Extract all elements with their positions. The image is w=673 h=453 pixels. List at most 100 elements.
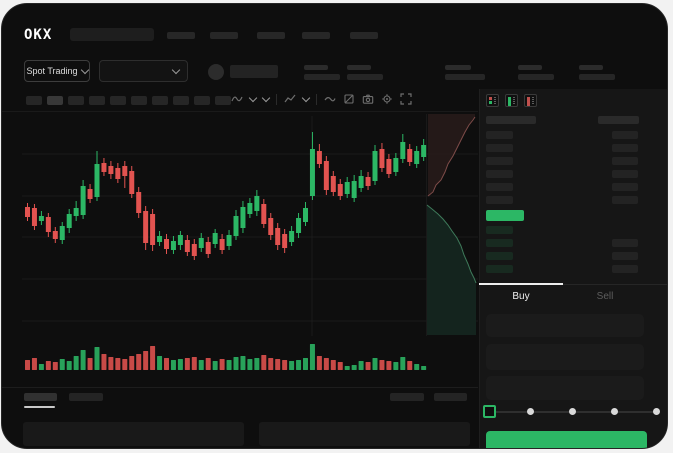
orders-table-row-placeholder[interactable] (259, 422, 470, 446)
ticker-stat-value-placeholder (347, 74, 383, 80)
market-type-selector[interactable]: Spot Trading (24, 60, 90, 82)
ask-price-placeholder[interactable] (486, 157, 513, 165)
pair-selector-dropdown[interactable] (99, 60, 188, 82)
nav-item-placeholder[interactable] (210, 32, 238, 39)
bid-price-placeholder[interactable] (486, 226, 513, 234)
bottom-action-button-placeholder[interactable] (390, 393, 424, 401)
buy-tab-indicator (479, 283, 563, 285)
ask-price-placeholder[interactable] (486, 196, 513, 204)
orderbook-view-bids-icon[interactable] (505, 94, 518, 107)
timeframe-button-placeholder[interactable] (173, 96, 189, 105)
market-type-label: Spot Trading (26, 66, 78, 76)
chevron-down-icon[interactable] (261, 93, 271, 102)
timeframe-button-placeholder[interactable] (89, 96, 105, 105)
line-tool-icon[interactable] (324, 93, 336, 105)
ask-price-placeholder[interactable] (486, 144, 513, 152)
orderbook-amount-header-placeholder (598, 116, 639, 124)
slider-stop[interactable] (527, 408, 534, 415)
ticker-stat-value-placeholder (518, 74, 554, 80)
timeframe-button-placeholder[interactable] (68, 96, 84, 105)
ticker-stat-label-placeholder (347, 65, 371, 70)
timeframe-button-placeholder[interactable] (47, 96, 63, 105)
chevron-down-icon[interactable] (248, 93, 258, 102)
ask-mark (489, 97, 492, 100)
ticker-stat-value-placeholder (304, 74, 340, 80)
orderbook-price-header-placeholder (486, 116, 536, 124)
okx-logo[interactable]: OKX (24, 27, 53, 43)
timeframe-button-placeholder[interactable] (26, 96, 42, 105)
timeframe-button-placeholder[interactable] (110, 96, 126, 105)
timeframe-button-placeholder[interactable] (194, 96, 210, 105)
nav-search-placeholder[interactable] (70, 28, 154, 41)
bid-price-placeholder[interactable] (486, 252, 513, 260)
chevron-down-icon (80, 65, 89, 74)
settings-gear-icon[interactable] (381, 93, 393, 105)
order-total-field-placeholder[interactable] (486, 376, 644, 400)
bottom-tab-placeholder[interactable] (69, 393, 103, 401)
depth-chart-divider (426, 114, 427, 336)
bottom-tab-active-underline (24, 406, 55, 408)
tab-buy[interactable]: Buy (512, 291, 530, 302)
ask-amount-placeholder[interactable] (612, 131, 638, 139)
pair-coin-avatar (208, 64, 224, 80)
camera-icon[interactable] (362, 93, 374, 105)
ticker-stat-label-placeholder (304, 65, 328, 70)
bid-price-placeholder[interactable] (486, 239, 513, 247)
ask-amount-placeholder[interactable] (612, 157, 638, 165)
chevron-down-icon (171, 65, 181, 74)
pair-name-placeholder (230, 65, 278, 78)
book-lines (494, 97, 496, 104)
timeframe-button-placeholder[interactable] (131, 96, 147, 105)
slider-stop[interactable] (611, 408, 618, 415)
volume-bars (25, 344, 427, 370)
ask-amount-placeholder[interactable] (612, 196, 638, 204)
ask-price-placeholder[interactable] (486, 170, 513, 178)
ask-amount-placeholder[interactable] (612, 144, 638, 152)
orderbook-view-asks-icon[interactable] (524, 94, 537, 107)
compare-icon[interactable] (343, 93, 355, 105)
tab-sell[interactable]: Sell (596, 291, 614, 302)
nav-item-placeholder[interactable] (257, 32, 285, 39)
ticker-stat-value-placeholder (445, 74, 485, 80)
last-price-badge[interactable] (486, 210, 524, 221)
bid-price-placeholder[interactable] (486, 265, 513, 273)
fullscreen-icon[interactable] (400, 93, 412, 105)
indicators-icon[interactable] (284, 93, 296, 105)
ask-mark (527, 97, 530, 106)
bid-amount-placeholder[interactable] (612, 239, 638, 247)
chevron-down-icon[interactable] (301, 93, 311, 102)
buy-submit-button[interactable] (486, 431, 647, 448)
timeframe-button-placeholder[interactable] (152, 96, 168, 105)
bottom-tab-active-placeholder[interactable] (24, 393, 57, 401)
bid-amount-placeholder[interactable] (612, 265, 638, 273)
ask-amount-placeholder[interactable] (612, 183, 638, 191)
orders-table-row-placeholder[interactable] (23, 422, 244, 446)
nav-item-placeholder[interactable] (350, 32, 378, 39)
toolbar-divider-line (2, 111, 478, 112)
bottom-action-button-placeholder[interactable] (434, 393, 467, 401)
order-amount-field-placeholder[interactable] (486, 344, 644, 370)
bid-mark (489, 101, 492, 104)
toolbar-divider (316, 93, 317, 105)
ask-price-placeholder[interactable] (486, 183, 513, 191)
ticker-stat-label-placeholder (518, 65, 542, 70)
toolbar-divider (276, 93, 277, 105)
timeframe-button-placeholder[interactable] (215, 96, 231, 105)
slider-stop[interactable] (653, 408, 660, 415)
ticker-stat-label-placeholder (579, 65, 603, 70)
chart-gridlines (22, 116, 478, 336)
ask-price-placeholder[interactable] (486, 131, 513, 139)
order-price-field-placeholder[interactable] (486, 314, 644, 337)
bid-amount-placeholder[interactable] (612, 252, 638, 260)
candle-style-icon[interactable] (231, 93, 243, 105)
nav-item-placeholder[interactable] (302, 32, 330, 39)
book-lines (513, 97, 515, 104)
app-window: OKX Spot Trading (1, 3, 668, 449)
nav-item-placeholder[interactable] (167, 32, 195, 39)
slider-stop[interactable] (569, 408, 576, 415)
ask-amount-placeholder[interactable] (612, 170, 638, 178)
amount-slider-handle[interactable] (483, 405, 496, 418)
candles-group (25, 132, 427, 260)
orderbook-view-combined-icon[interactable] (486, 94, 499, 107)
